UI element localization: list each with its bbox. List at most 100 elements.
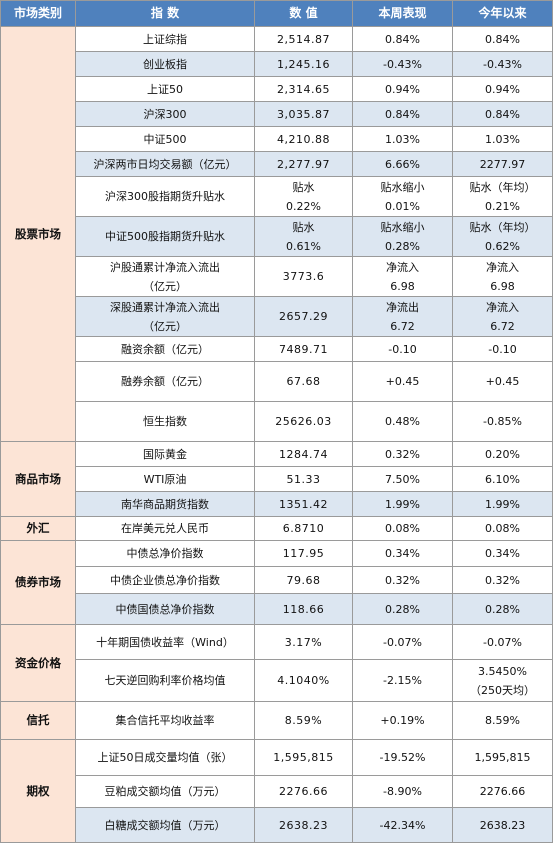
index-name: 沪股通累计净流入流出 （亿元） [75, 256, 255, 297]
index-ytd: -0.10 [452, 336, 553, 362]
table-row: 中债企业债总净价指数 79.68 0.32% 0.32% [1, 566, 553, 594]
index-value: 3773.6 [254, 256, 353, 297]
index-week: 贴水缩小 0.28% [352, 216, 453, 257]
index-value: 8.59% [254, 701, 353, 740]
week-line-1: 净流入 [386, 260, 419, 274]
week-line-2: 0.28% [385, 239, 420, 253]
value-line-1: 贴水 [292, 180, 315, 194]
index-week: 1.99% [352, 491, 453, 517]
index-name: 融券余额（亿元） [75, 361, 255, 402]
index-name: 沪深300股指期货升贴水 [75, 176, 255, 217]
index-name: 创业板指 [75, 51, 255, 77]
index-name: 中债总净价指数 [75, 540, 255, 567]
ytd-line-2: 0.21% [485, 199, 520, 213]
index-week: -0.43% [352, 51, 453, 77]
index-ytd: 1.99% [452, 491, 553, 517]
index-name: 沪深两市日均交易额（亿元） [75, 151, 255, 177]
index-value: 2,514.87 [254, 26, 353, 52]
index-week: 0.32% [352, 566, 453, 594]
index-name: 上证综指 [75, 26, 255, 52]
index-ytd: 3.5450% （250天均） [452, 659, 553, 702]
table-row: 期权 上证50日成交量均值（张） 1,595,815 -19.52% 1,595… [0, 739, 553, 843]
index-name: WTI原油 [75, 466, 255, 492]
week-line-2: 6.98 [390, 279, 415, 293]
week-line-1: 贴水缩小 [380, 220, 425, 234]
index-week: 净流出 6.72 [352, 296, 453, 337]
index-name: 沪深300 [75, 101, 255, 127]
index-value: 贴水 0.22% [254, 176, 353, 217]
index-ytd: 2276.66 [452, 775, 553, 808]
index-name: 国际黄金 [75, 441, 255, 467]
category-bond: 债券市场 [0, 540, 76, 625]
category-commodity: 商品市场 [0, 441, 76, 517]
index-value: 2,277.97 [254, 151, 353, 177]
index-week: -8.90% [352, 775, 453, 808]
index-week: 0.32% [352, 441, 453, 467]
table-row: 南华商品期货指数 1351.42 1.99% 1.99% [1, 491, 553, 517]
index-week: 1.03% [352, 126, 453, 152]
index-ytd: 2277.97 [452, 151, 553, 177]
index-value: 2638.23 [254, 807, 353, 843]
table-row: 白糖成交额均值（万元） 2638.23 -42.34% 2638.23 [1, 807, 553, 843]
header-category: 市场类别 [0, 0, 76, 27]
ytd-line-1: 净流入 [486, 300, 519, 314]
table-row: 创业板指 1,245.16 -0.43% -0.43% [1, 51, 553, 77]
index-week: -0.10 [352, 336, 453, 362]
index-value: 2276.66 [254, 775, 353, 808]
name-line-2: （亿元） [143, 279, 187, 293]
table-row: 沪深两市日均交易额（亿元） 2,277.97 6.66% 2277.97 [1, 151, 553, 177]
table-row: 中债国债总净价指数 118.66 0.28% 0.28% [1, 593, 553, 625]
index-value: 4,210.88 [254, 126, 353, 152]
ytd-line-1: 净流入 [486, 260, 519, 274]
table-row: 七天逆回购利率价格均值 4.1040% -2.15% 3.5450% （250天… [1, 659, 553, 702]
index-name: 南华商品期货指数 [75, 491, 255, 517]
name-line-1: 沪股通累计净流入流出 [110, 260, 220, 274]
index-ytd: 8.59% [452, 701, 553, 740]
index-value: 2657.29 [254, 296, 353, 337]
index-name: 融资余额（亿元） [75, 336, 255, 362]
index-week: 6.66% [352, 151, 453, 177]
table-row: 上证50 2,314.65 0.94% 0.94% [1, 76, 553, 102]
index-name: 上证50日成交量均值（张） [75, 739, 255, 776]
index-value: 1284.74 [254, 441, 353, 467]
index-ytd: 贴水（年均） 0.62% [452, 216, 553, 257]
header-week: 本周表现 [352, 0, 453, 27]
index-ytd: +0.45 [452, 361, 553, 402]
index-name: 恒生指数 [75, 401, 255, 442]
index-value: 67.68 [254, 361, 353, 402]
index-value: 1,245.16 [254, 51, 353, 77]
ytd-line-1: 贴水（年均） [469, 180, 536, 194]
index-value: 117.95 [254, 540, 353, 567]
index-value: 25626.03 [254, 401, 353, 442]
index-week: 净流入 6.98 [352, 256, 453, 297]
table-row: 融券余额（亿元） 67.68 +0.45 +0.45 [1, 361, 553, 402]
index-value: 4.1040% [254, 659, 353, 702]
category-fx: 外汇 [0, 516, 76, 541]
index-name: 在岸美元兑人民币 [75, 516, 255, 541]
header-index: 指 数 [75, 0, 255, 27]
category-options: 期权 [0, 739, 76, 843]
value-line-2: 0.22% [286, 199, 321, 213]
table-row: 中证500 4,210.88 1.03% 1.03% [1, 126, 553, 152]
index-ytd: 净流入 6.98 [452, 256, 553, 297]
table-row: 深股通累计净流入流出 （亿元） 2657.29 净流出 6.72 净流入 6.7… [1, 296, 553, 337]
index-name: 十年期国债收益率（Wind） [75, 624, 255, 660]
table-row: 股票市场 上证综指 2,514.87 0.84% 0.84% [0, 26, 553, 442]
index-name: 上证50 [75, 76, 255, 102]
index-ytd: 1,595,815 [452, 739, 553, 776]
index-ytd: -0.07% [452, 624, 553, 660]
name-line-2: （亿元） [143, 319, 187, 333]
table-row: 债券市场 中债总净价指数 117.95 0.34% 0.34% [0, 540, 553, 625]
ytd-line-2: 0.62% [485, 239, 520, 253]
index-value: 118.66 [254, 593, 353, 625]
index-ytd: 0.32% [452, 566, 553, 594]
index-week: 0.48% [352, 401, 453, 442]
index-week: -19.52% [352, 739, 453, 776]
table-row: 融资余额（亿元） 7489.71 -0.10 -0.10 [1, 336, 553, 362]
week-line-1: 贴水缩小 [380, 180, 425, 194]
table-row: WTI原油 51.33 7.50% 6.10% [1, 466, 553, 492]
index-name: 集合信托平均收益率 [75, 701, 255, 740]
index-ytd: 0.94% [452, 76, 553, 102]
index-week: -42.34% [352, 807, 453, 843]
index-week: 0.28% [352, 593, 453, 625]
